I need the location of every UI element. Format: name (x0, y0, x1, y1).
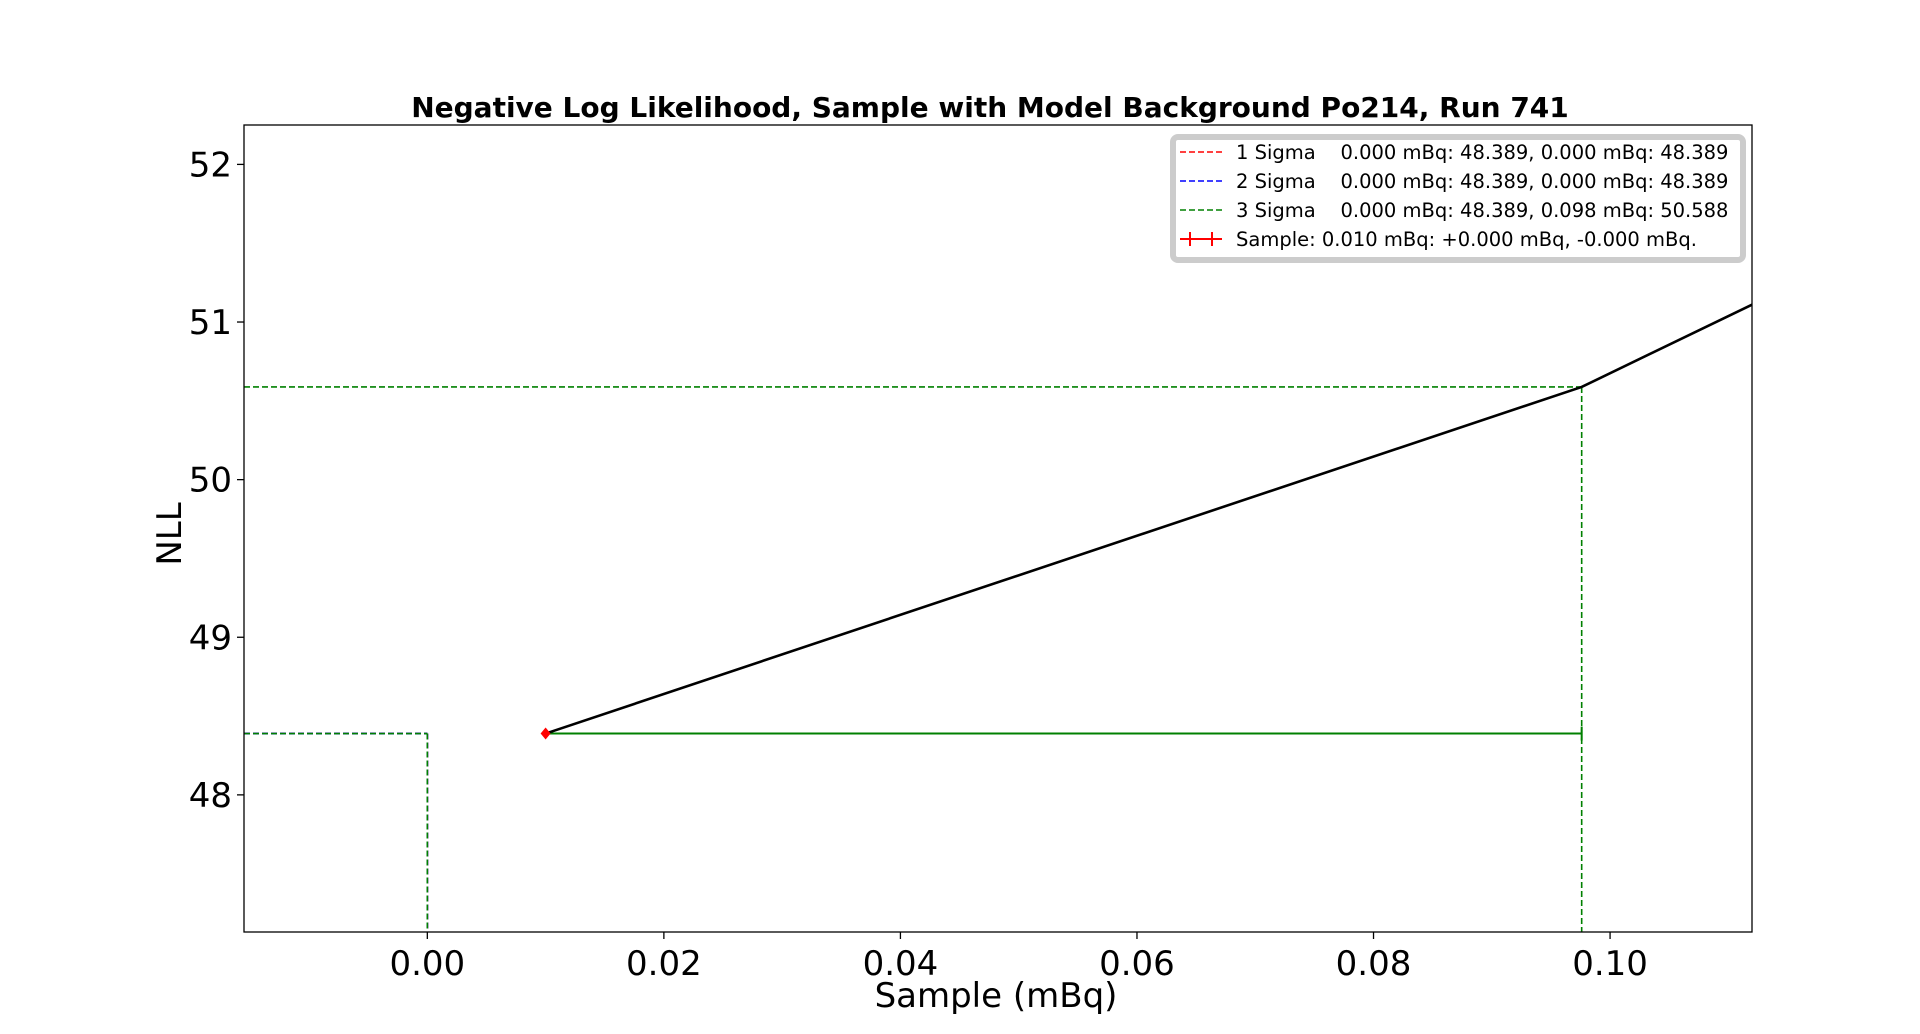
legend: 1 Sigma 0.000 mBq: 48.389, 0.000 mBq: 48… (1170, 134, 1746, 263)
legend-label: Sample: 0.010 mBq: +0.000 mBq, -0.000 mB… (1236, 228, 1697, 251)
x-tick-label: 0.04 (863, 944, 939, 984)
plot-area (244, 303, 1753, 932)
legend-label: 2 Sigma 0.000 mBq: 48.389, 0.000 mBq: 48… (1236, 170, 1728, 193)
x-tick-label: 0.06 (1099, 944, 1175, 984)
x-tick-label: 0.10 (1572, 944, 1648, 984)
legend-box (1170, 134, 1746, 263)
axis-ticks: 0.00 0.02 0.04 0.06 0.08 0.10 48 49 50 51 52 (189, 145, 1648, 984)
x-tick-label: 0.02 (626, 944, 702, 984)
y-axis-label: NLL (150, 502, 190, 565)
y-tick-label: 51 (189, 303, 232, 343)
y-tick-label: 49 (189, 618, 232, 658)
y-tick-label: 50 (189, 461, 232, 501)
chart-title: Negative Log Likelihood, Sample with Mod… (411, 91, 1569, 124)
sample-point (540, 727, 551, 740)
y-tick-label: 52 (189, 145, 232, 185)
legend-label: 3 Sigma 0.000 mBq: 48.389, 0.098 mBq: 50… (1236, 199, 1728, 222)
axes-frame (243, 124, 1753, 933)
nll-curve (545, 303, 1753, 735)
y-tick-label: 48 (189, 776, 232, 816)
x-tick-label: 0.00 (389, 944, 465, 984)
legend-label: 1 Sigma 0.000 mBq: 48.389, 0.000 mBq: 48… (1236, 141, 1728, 164)
x-axis-label: Sample (mBq) (875, 976, 1118, 1016)
x-tick-label: 0.08 (1336, 944, 1412, 984)
